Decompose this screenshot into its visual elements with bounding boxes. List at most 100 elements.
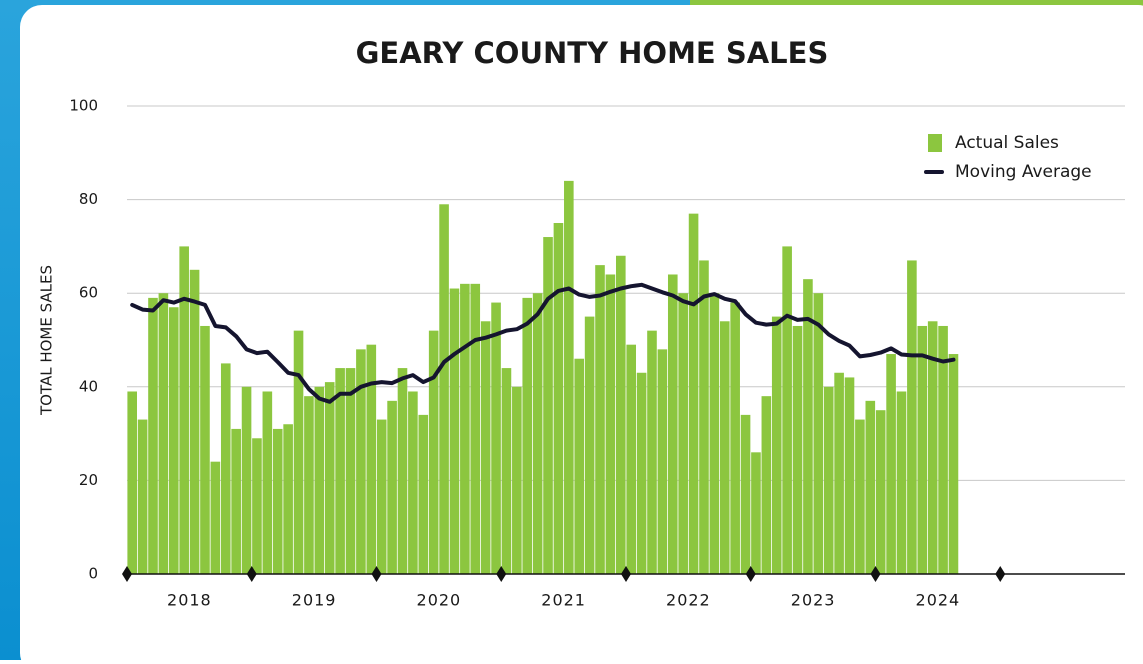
bar (605, 274, 616, 574)
bar (283, 424, 293, 574)
bar (543, 237, 553, 575)
y-axis-label: TOTAL HOME SALES (38, 265, 56, 416)
bar (376, 419, 387, 574)
bar (397, 368, 408, 574)
bar (168, 307, 179, 574)
y-tick-label: 0 (88, 565, 98, 583)
bar (595, 265, 605, 574)
x-tick-label: 2024 (916, 591, 961, 610)
bar (200, 325, 210, 574)
bar (584, 316, 595, 574)
bar (127, 391, 137, 574)
bar (137, 419, 148, 574)
y-tick-label: 60 (79, 284, 98, 302)
bar (210, 461, 221, 574)
legend-label: Moving Average (955, 162, 1092, 182)
bar (408, 391, 418, 574)
bar (740, 414, 751, 574)
axis-diamond (995, 566, 1006, 582)
top-accent (690, 0, 1143, 8)
y-tick-label: 40 (79, 377, 98, 395)
bar (823, 386, 834, 574)
bar (574, 358, 585, 574)
bar (886, 354, 896, 574)
x-tick-label: 2021 (541, 591, 586, 610)
bar (304, 396, 314, 574)
bar (855, 419, 865, 574)
bar (927, 321, 938, 574)
axis-diamond (496, 566, 507, 582)
bar (813, 293, 824, 574)
bar (948, 354, 959, 574)
bar (335, 368, 345, 574)
bar (667, 274, 678, 574)
bar (345, 368, 356, 574)
axis-diamond (246, 566, 257, 582)
bar (532, 293, 543, 574)
legend-swatch (928, 134, 942, 152)
bar (460, 283, 470, 574)
bar (356, 349, 366, 574)
bar (491, 302, 501, 574)
bar (158, 293, 169, 574)
bar (917, 325, 928, 574)
bar (616, 255, 626, 574)
bar (761, 396, 772, 574)
bar (553, 223, 564, 574)
bar (148, 297, 158, 574)
bar (241, 386, 252, 574)
bar (324, 382, 335, 574)
bar (522, 297, 533, 574)
bar (231, 428, 241, 574)
y-tick-label: 100 (69, 97, 98, 115)
bar (220, 363, 231, 574)
bar (314, 386, 325, 574)
bar (293, 330, 304, 574)
bar (387, 400, 397, 574)
chart-title: GEARY COUNTY HOME SALES (356, 36, 829, 70)
bar (189, 269, 200, 574)
bar (272, 428, 283, 574)
bar (771, 316, 782, 574)
bar (179, 246, 189, 574)
bar (564, 180, 574, 574)
y-tick-label: 20 (79, 471, 98, 489)
bar (449, 288, 460, 574)
bar (699, 260, 709, 574)
bar (501, 368, 512, 574)
bar (657, 349, 668, 574)
axis-diamond (371, 566, 382, 582)
x-tick-label: 2022 (666, 591, 711, 610)
line (130, 282, 956, 404)
bar (907, 260, 917, 574)
legend-label: Actual Sales (955, 133, 1059, 153)
x-tick-label: 2020 (417, 591, 462, 610)
bar (688, 213, 699, 574)
bar (480, 321, 491, 574)
bar (834, 372, 844, 574)
bar (366, 344, 377, 574)
bar (470, 283, 481, 574)
axis-diamond (122, 566, 132, 582)
bar (865, 400, 876, 574)
bar (782, 246, 792, 574)
bar (439, 204, 449, 574)
bar (938, 325, 948, 574)
x-tick-label: 2019 (292, 591, 337, 610)
bar (803, 279, 813, 574)
bar (875, 410, 886, 574)
bar (262, 391, 273, 574)
bar (678, 293, 688, 574)
y-tick-label: 80 (79, 190, 98, 208)
x-tick-label: 2018 (167, 591, 212, 610)
bar (418, 414, 429, 574)
axis-diamond (745, 566, 756, 582)
bar (512, 386, 522, 574)
bar (636, 372, 647, 574)
bar (428, 330, 439, 574)
bar (647, 330, 657, 574)
axis-diamond (621, 566, 631, 582)
bar (709, 293, 720, 574)
axis-diamond (870, 566, 881, 582)
